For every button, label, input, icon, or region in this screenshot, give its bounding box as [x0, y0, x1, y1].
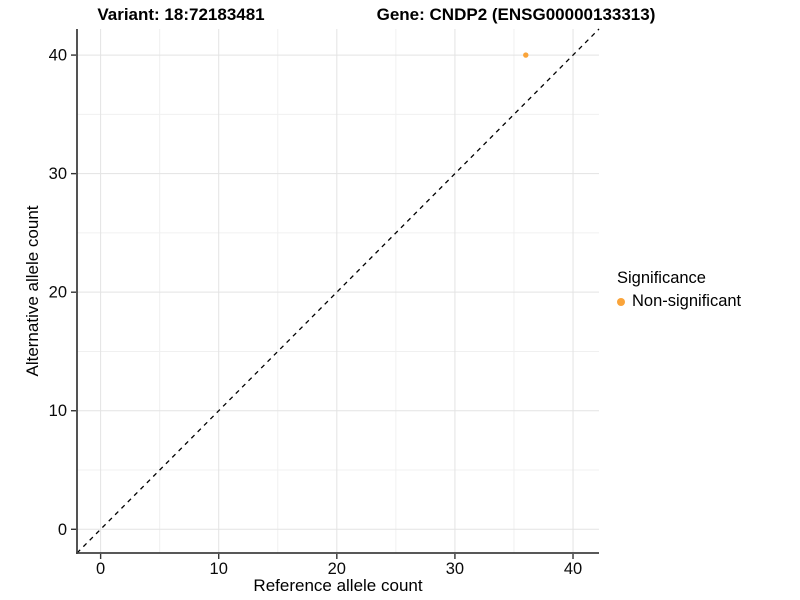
legend-title: Significance	[617, 269, 706, 287]
legend: Significance Non-significant	[617, 269, 741, 311]
y-tick-label: 0	[58, 521, 67, 539]
y-axis-title: Alternative allele count	[23, 205, 42, 377]
x-tick-label: 30	[446, 560, 464, 578]
x-tick-label: 40	[564, 560, 582, 578]
y-tick-label: 10	[49, 402, 67, 420]
x-tick-label: 20	[328, 560, 346, 578]
x-axis-title: Reference allele count	[253, 576, 423, 595]
y-tick-label: 20	[49, 284, 67, 302]
y-tick-label: 30	[49, 165, 67, 183]
legend-entry-label: Non-significant	[632, 292, 742, 310]
identity-line	[76, 28, 600, 554]
variant-title: Variant: 18:72183481	[97, 5, 265, 24]
legend-entry: Non-significant	[617, 292, 741, 311]
data-point	[523, 52, 529, 58]
x-tick-label: 10	[210, 560, 228, 578]
x-tick-label: 0	[96, 560, 105, 578]
legend-point-icon	[617, 297, 625, 306]
gene-title: Gene: CNDP2 (ENSG00000133313)	[376, 5, 656, 24]
y-tick-label: 40	[49, 47, 67, 65]
